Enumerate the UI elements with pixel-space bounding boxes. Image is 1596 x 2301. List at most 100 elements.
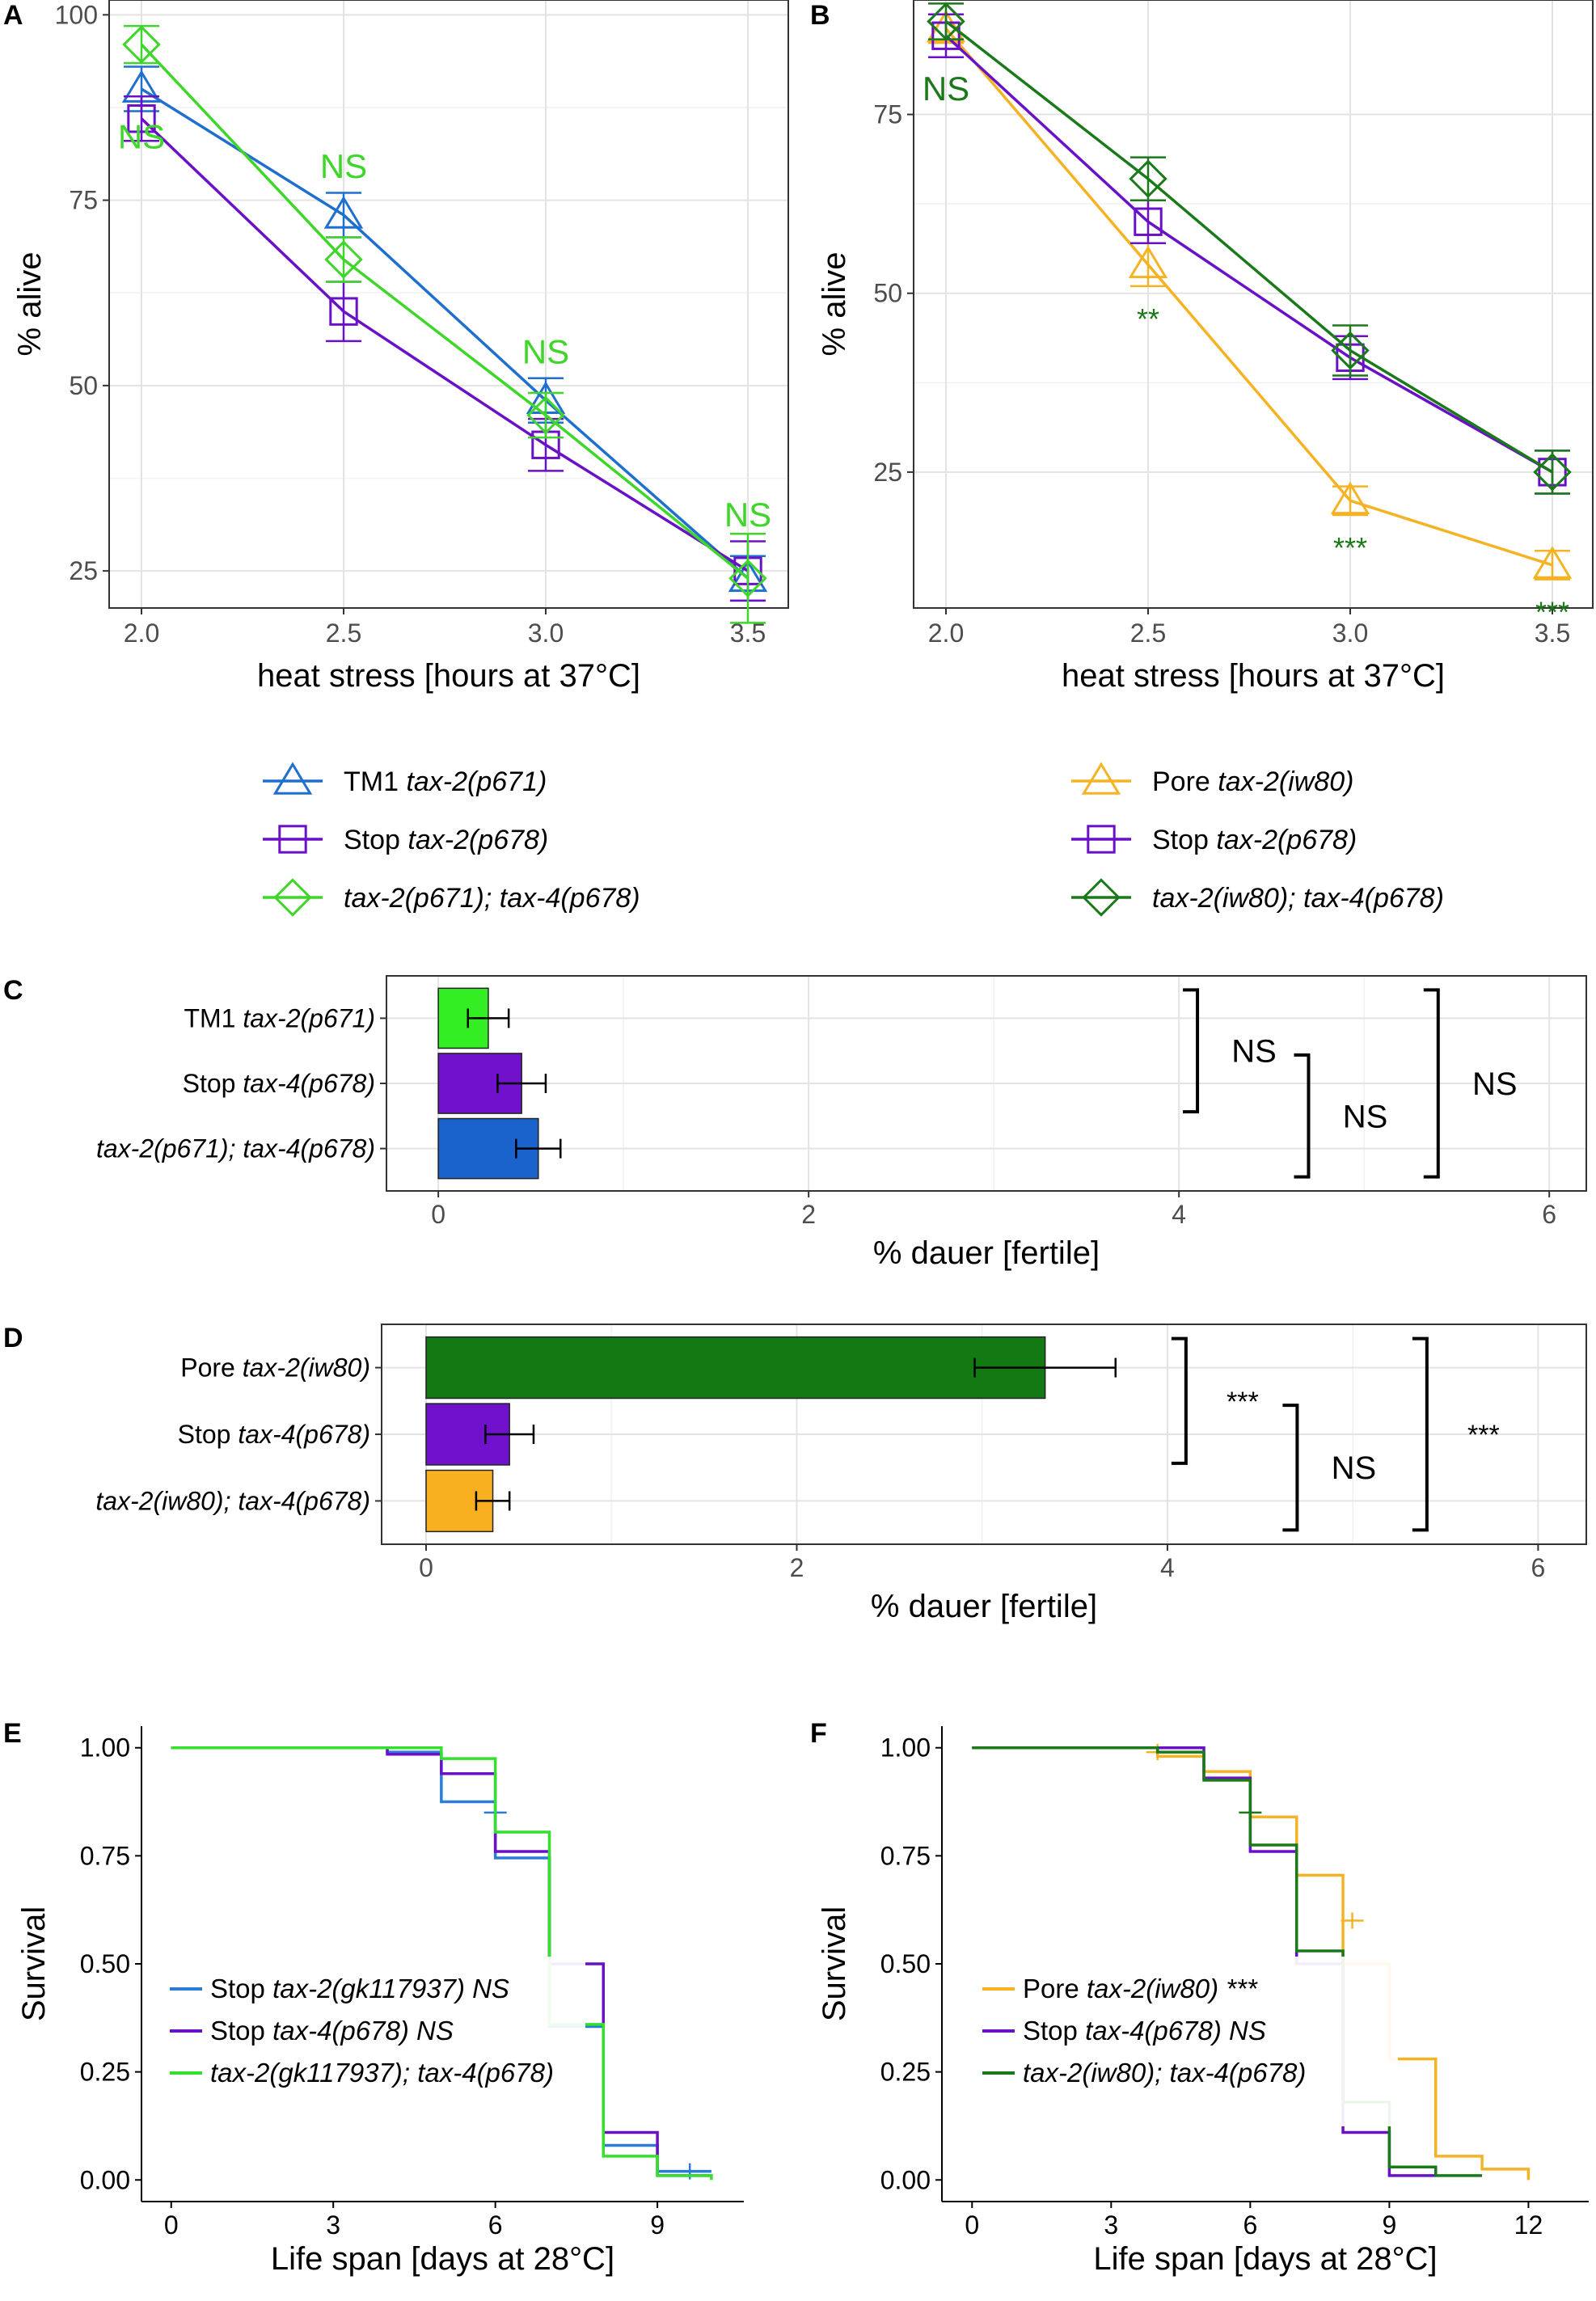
series-line bbox=[944, 34, 1553, 474]
y-tick-label: 1.00 bbox=[80, 1733, 130, 1763]
legend-label-part: tax-4(p678) NS bbox=[272, 2016, 454, 2046]
legend-marker bbox=[278, 825, 307, 854]
data-point bbox=[927, 2, 965, 41]
legend-marker bbox=[272, 762, 313, 795]
x-tick-label: 3 bbox=[326, 2210, 340, 2240]
panel-e: 0.00 0.25 0.50 0.75 1.00 0 3 6 9 Life span [days … bbox=[3, 1718, 744, 2277]
data-point bbox=[329, 297, 358, 326]
x-tick-label: 12 bbox=[1514, 2210, 1543, 2240]
panel-f: 0.00 0.25 0.50 0.75 1.00 0 3 6 9 12 Life span [day… bbox=[810, 1718, 1589, 2277]
significance-label: *** bbox=[1535, 596, 1569, 629]
series-line bbox=[140, 43, 749, 580]
x-axis-label: heat stress [hours at 37°C] bbox=[1062, 658, 1445, 694]
legend-label-part: tax-2(p671) bbox=[406, 766, 547, 797]
x-axis-label: % dauer [fertile] bbox=[873, 1235, 1100, 1271]
x-tick-label: 9 bbox=[1383, 2210, 1397, 2240]
legend-marker bbox=[273, 878, 312, 917]
legend-label: Stop tax-4(p678) NS bbox=[1023, 2016, 1266, 2046]
x-tick-label: 3 bbox=[1104, 2210, 1118, 2240]
x-tick-label: 0 bbox=[419, 1553, 433, 1582]
y-tick-label: 75 bbox=[873, 100, 902, 129]
survival-curve bbox=[171, 1746, 711, 2173]
category-label-part: TM1 bbox=[184, 1003, 243, 1032]
legend-label-part: Stop bbox=[210, 1974, 272, 2003]
panel-c: 0 2 4 6 % dauer [fertile] C TM1 tax-2(p671) Sto… bbox=[3, 975, 1587, 1271]
y-tick-label: 1.00 bbox=[880, 1733, 931, 1763]
legend-label: TM1 tax-2(p671) bbox=[344, 766, 547, 797]
legend-label-part: tax-4(p678) NS bbox=[1085, 2016, 1266, 2046]
significance-label: NS bbox=[923, 70, 969, 108]
category-label-part: tax-2(p671); tax-4(p678) bbox=[96, 1134, 375, 1163]
legend-label-part: tax-2(p671); tax-4(p678) bbox=[344, 883, 640, 914]
category-label-part: Pore bbox=[180, 1353, 242, 1383]
x-axis-label: Life span [days at 28°C] bbox=[271, 2241, 614, 2277]
x-tick-label: 2.5 bbox=[1130, 619, 1166, 648]
legend-label-part: tax-2(iw80); tax-4(p678) bbox=[1152, 883, 1444, 914]
x-tick-label: 3.0 bbox=[1332, 619, 1368, 648]
legend-label-part: Stop bbox=[344, 825, 407, 855]
legend-label-part: tax-2(gk117937) NS bbox=[272, 1974, 509, 2003]
data-point bbox=[526, 395, 565, 435]
legend-label: tax-2(p671); tax-4(p678) bbox=[344, 883, 640, 914]
legend-label-part: Stop bbox=[210, 2016, 272, 2046]
significance-label: NS bbox=[118, 117, 165, 155]
category-label-part: tax-4(p678) bbox=[243, 1069, 375, 1098]
legend-label: Stop tax-2(p678) bbox=[344, 825, 548, 855]
legend-label-part: Stop bbox=[1023, 2016, 1085, 2046]
x-axis-label: heat stress [hours at 37°C] bbox=[257, 658, 640, 694]
x-axis-label: % dauer [fertile] bbox=[871, 1589, 1097, 1624]
legend-label-part: tax-2(iw80) bbox=[1218, 766, 1353, 797]
panel-d: 0 2 4 6 % dauer [fertile] D Pore tax-2(iw80) St… bbox=[3, 1323, 1587, 1624]
legend-label: tax-2(iw80); tax-4(p678) bbox=[1152, 883, 1444, 914]
significance-label: ** bbox=[1137, 302, 1159, 336]
panel-letter: A bbox=[3, 0, 23, 31]
y-tick-label: 25 bbox=[873, 458, 902, 487]
data-point bbox=[324, 240, 363, 279]
survival-curve bbox=[972, 1746, 1483, 2177]
category-label-part: tax-2(iw80) bbox=[243, 1353, 370, 1383]
y-tick-label: 0.25 bbox=[80, 2058, 130, 2087]
category-label: tax-2(iw80); tax-4(p678) bbox=[95, 1486, 370, 1515]
significance-label: *** bbox=[1227, 1387, 1259, 1417]
y-axis-label: Survival bbox=[817, 1906, 852, 2021]
legend-background bbox=[969, 1957, 1398, 2126]
x-tick-label: 3.5 bbox=[1535, 619, 1570, 648]
category-label: Stop tax-4(p678) bbox=[183, 1069, 375, 1098]
y-axis-label: % alive bbox=[12, 252, 48, 357]
significance-label: NS bbox=[320, 147, 367, 185]
legend-a: TM1 tax-2(p671) Stop tax-2(p678) tax-2(p67… bbox=[263, 762, 640, 917]
significance-label: NS bbox=[1472, 1066, 1518, 1102]
survival-curve bbox=[171, 1746, 711, 2177]
x-tick-label: 2.0 bbox=[124, 619, 159, 648]
panel-letter: C bbox=[3, 975, 23, 1006]
legend-label: tax-2(gk117937); tax-4(p678) bbox=[210, 2058, 554, 2088]
significance-bracket bbox=[1282, 1404, 1299, 1532]
y-tick-label: 0.50 bbox=[880, 1949, 931, 1978]
category-label: TM1 tax-2(p671) bbox=[184, 1003, 375, 1032]
x-tick-label: 3.0 bbox=[528, 619, 564, 648]
legend-label-part: tax-2(p678) bbox=[1216, 825, 1357, 855]
category-label-part: tax-2(p671) bbox=[243, 1003, 375, 1032]
series-line bbox=[944, 20, 1553, 474]
y-tick-label: 0.75 bbox=[80, 1841, 130, 1870]
y-tick-label: 0.00 bbox=[80, 2165, 130, 2194]
data-point bbox=[122, 25, 161, 64]
x-tick-label: 4 bbox=[1172, 1200, 1186, 1229]
y-tick-label: 0.50 bbox=[80, 1949, 130, 1978]
significance-bracket bbox=[1171, 1336, 1188, 1465]
data-point bbox=[1331, 331, 1370, 370]
x-tick-label: 4 bbox=[1160, 1553, 1175, 1582]
x-tick-label: 2 bbox=[801, 1200, 816, 1229]
plot-border bbox=[913, 0, 1594, 609]
significance-label: *** bbox=[1467, 1420, 1500, 1450]
x-tick-label: 2 bbox=[790, 1553, 804, 1582]
data-point bbox=[1134, 207, 1163, 236]
y-tick-label: 50 bbox=[873, 279, 902, 308]
legend-label: Pore tax-2(iw80) *** bbox=[1023, 1974, 1258, 2003]
data-point bbox=[1532, 546, 1573, 579]
legend-label-part: Pore bbox=[1152, 766, 1218, 797]
legend-label-part: TM1 bbox=[344, 766, 406, 797]
significance-label: NS bbox=[1343, 1099, 1388, 1134]
